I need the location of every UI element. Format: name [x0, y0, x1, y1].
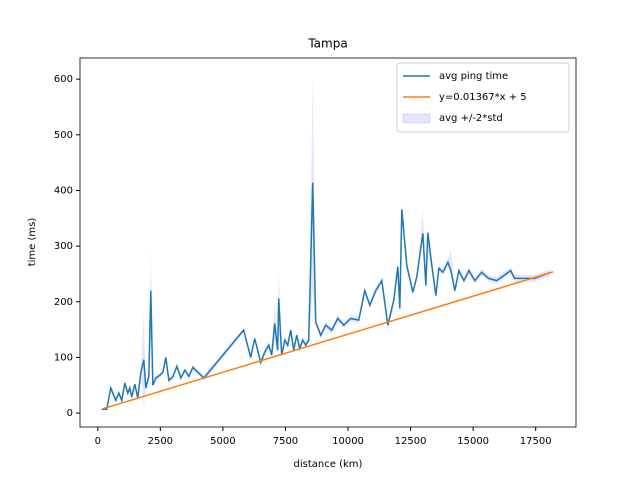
y-tick-label: 100: [54, 352, 73, 363]
x-tick-label: 0: [95, 436, 101, 447]
legend-box: [396, 62, 570, 133]
x-tick-label: 17500: [520, 436, 552, 447]
chart-title: Tampa: [307, 37, 347, 51]
legend-label: avg ping time: [439, 71, 508, 82]
x-tick-label: 10000: [332, 436, 364, 447]
y-tick-label: 400: [54, 185, 73, 196]
y-tick-label: 600: [54, 74, 73, 85]
x-tick-label: 15000: [457, 436, 489, 447]
x-axis-label: distance (km): [294, 459, 363, 470]
legend-label: avg +/-2*std: [439, 113, 503, 124]
y-tick-label: 300: [54, 241, 73, 252]
legend-swatch: [402, 113, 431, 124]
y-tick-label: 500: [54, 130, 73, 141]
x-tick-label: 12500: [395, 436, 427, 447]
plot-area: [101, 74, 554, 411]
x-tick-label: 2500: [148, 436, 173, 447]
x-tick-label: 5000: [210, 436, 235, 447]
y-axis-label: time (ms): [27, 218, 38, 267]
legend-label: y=0.01367*x + 5: [439, 92, 527, 103]
y-tick-label: 200: [54, 297, 73, 308]
y-tick-label: 0: [67, 408, 73, 419]
plot-frame: [79, 57, 577, 428]
series-line: [101, 182, 551, 410]
series-line: [103, 271, 554, 410]
x-tick-label: 7500: [273, 436, 298, 447]
